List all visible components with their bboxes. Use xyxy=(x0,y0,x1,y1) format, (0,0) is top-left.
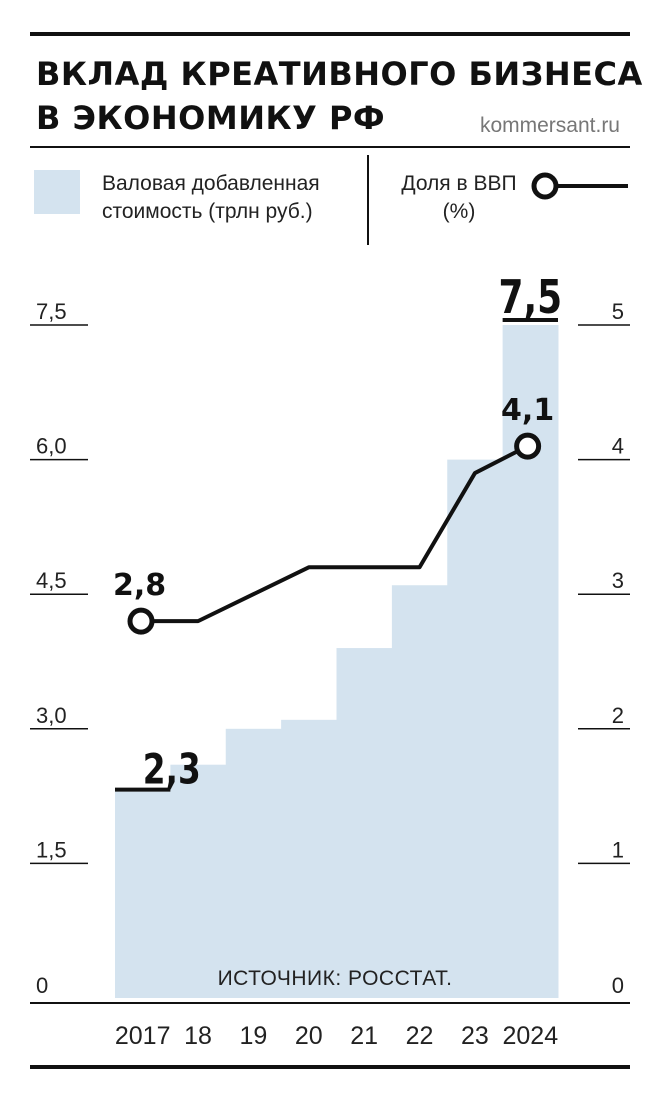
line-label-first: 2,8 xyxy=(113,568,166,603)
legend-bars-label: Валовая добавленная стоимость (трлн руб.… xyxy=(102,170,320,226)
bar-label-first: 2,3 xyxy=(143,745,201,794)
left-tick-label-2: 3,0 xyxy=(36,703,67,728)
bars-group xyxy=(115,325,559,999)
chart-title: ВКЛАД КРЕАТИВНОГО БИЗНЕСА В ЭКОНОМИКУ РФ xyxy=(36,52,643,140)
bar-18 xyxy=(170,764,227,998)
x-axis-labels: 2017 18 19 20 21 22 23 2024 xyxy=(115,1022,558,1050)
x-label-18: 18 xyxy=(184,1022,212,1050)
left-tick-label-5: 7,5 xyxy=(36,299,67,324)
x-label-19: 19 xyxy=(240,1022,268,1050)
right-tick-label-0: 0 xyxy=(612,973,624,998)
x-label-23: 23 xyxy=(461,1022,489,1050)
header-rule xyxy=(30,146,630,148)
right-tick-label-2: 2 xyxy=(612,703,624,728)
left-tick-label-1: 1,5 xyxy=(36,837,67,862)
source-note: ИСТОЧНИК: РОССТАТ. xyxy=(218,967,453,990)
x-label-2024: 2024 xyxy=(503,1022,559,1050)
bar-label-last: 7,5 xyxy=(499,271,563,325)
legend-bars-line-1: Валовая добавленная xyxy=(102,172,320,195)
left-tick-label-4: 6,0 xyxy=(36,434,67,459)
legend-line-line-1: Доля в ВВП xyxy=(401,172,517,195)
bar-2017 xyxy=(115,791,171,998)
legend-bars-swatch xyxy=(34,170,80,214)
bar-19 xyxy=(225,728,282,998)
right-tick-label-1: 1 xyxy=(612,837,624,862)
line-label-last: 4,1 xyxy=(501,393,554,428)
legend-line-line-2: (%) xyxy=(442,200,476,223)
line-series xyxy=(127,432,542,635)
legend-bars-line-2: стоимость (трлн руб.) xyxy=(102,200,313,223)
legend-line-dot xyxy=(531,172,559,200)
bar-22 xyxy=(391,585,448,998)
annotations-group: 2,3 7,5 2,8 4,1 xyxy=(113,271,562,794)
line-point-2024 xyxy=(514,432,542,460)
x-label-20: 20 xyxy=(295,1022,323,1050)
right-tick-label-3: 3 xyxy=(612,568,624,593)
left-tick-label-3: 4,5 xyxy=(36,568,67,593)
line-point-2017 xyxy=(127,607,155,635)
legend-divider xyxy=(367,155,369,245)
left-axis: 0 1,5 3,0 4,5 6,0 7,5 xyxy=(30,299,88,998)
legend-line-label: Доля в ВВП (%) xyxy=(398,170,520,226)
x-label-22: 22 xyxy=(406,1022,434,1050)
bar-20 xyxy=(281,719,337,998)
title-line-1: ВКЛАД КРЕАТИВНОГО БИЗНЕСА xyxy=(36,55,643,93)
bar-21 xyxy=(336,648,393,998)
right-tick-label-5: 5 xyxy=(612,299,624,324)
top-rule xyxy=(30,32,630,36)
site-credit: kommersant.ru xyxy=(479,114,620,137)
title-line-2: В ЭКОНОМИКУ РФ xyxy=(36,99,386,137)
x-label-21: 21 xyxy=(350,1022,378,1050)
right-axis: 0 1 2 3 4 5 xyxy=(578,299,630,998)
right-tick-label-4: 4 xyxy=(612,434,624,459)
left-tick-label-0: 0 xyxy=(36,973,48,998)
line-path xyxy=(141,444,529,624)
x-label-2017: 2017 xyxy=(115,1022,171,1050)
bar-23 xyxy=(447,459,504,999)
